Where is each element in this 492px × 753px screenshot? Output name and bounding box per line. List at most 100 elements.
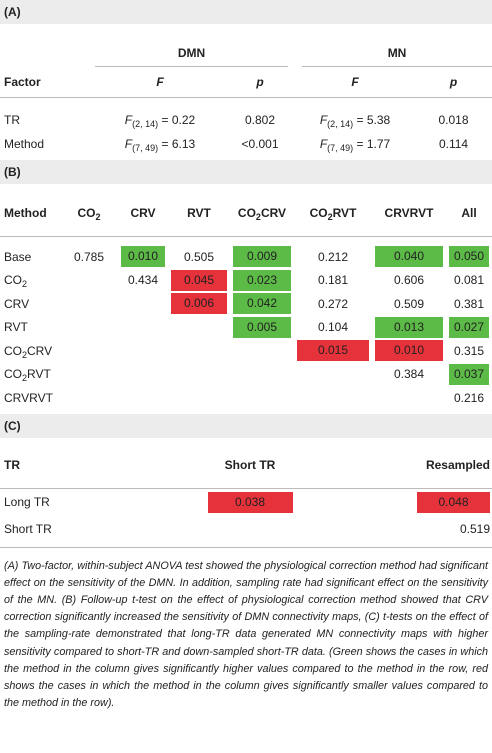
cell-text: 0.018 xyxy=(438,113,469,127)
subscript: (2, 14) xyxy=(327,119,354,129)
row-label: CO2CRV xyxy=(0,339,60,363)
highlighted-value: 0.045 xyxy=(171,269,227,291)
table-row: DMN MN xyxy=(0,24,492,67)
table-row: Short TR 0.519 xyxy=(0,515,492,548)
subscript: 2 xyxy=(95,212,101,222)
column-header: Short TR xyxy=(180,437,320,489)
cell-text: p xyxy=(256,75,264,89)
cell: 0.005 xyxy=(230,316,294,340)
cell-text: 0.181 xyxy=(317,273,349,288)
cell-text: 0.785 xyxy=(73,249,105,264)
cell: 0.505 xyxy=(168,237,230,269)
cell: 0.009 xyxy=(230,237,294,269)
subscript: 2 xyxy=(255,212,261,222)
cell-text: p xyxy=(449,75,458,89)
cell: 0.381 xyxy=(446,292,492,316)
column-header: CRV xyxy=(118,184,168,237)
cell: F(7, 49) = 6.13 xyxy=(95,132,225,160)
cell: 0.216 xyxy=(446,386,492,414)
row-label: Short TR xyxy=(0,515,180,548)
cell-text: 0.505 xyxy=(183,249,215,264)
text-segment: = 5.38 xyxy=(353,113,391,127)
cell xyxy=(294,363,372,387)
cell-text: 0.212 xyxy=(317,249,349,264)
column-header: All xyxy=(446,184,492,237)
text-segment: F xyxy=(319,113,328,127)
cell: 0.040 xyxy=(372,237,446,269)
cell-text: All xyxy=(461,206,477,220)
highlighted-value: 0.038 xyxy=(207,491,293,513)
table-b: Method CO2 CRV RVT CO2CRV CO2RVT CRVRVT All Bas… xyxy=(0,184,492,414)
text-segment: CO xyxy=(77,206,96,220)
table-row: CO2RVT 0.384 0.037 xyxy=(0,363,492,387)
cell xyxy=(230,386,294,414)
cell: 0.509 xyxy=(372,292,446,316)
text-segment: F xyxy=(124,137,133,151)
group-header: DMN xyxy=(95,24,296,67)
cell: F(2, 14) = 5.38 xyxy=(295,98,415,133)
text-segment: CO xyxy=(4,367,22,382)
cell: 0.606 xyxy=(372,269,446,293)
table-row: CRVRVT 0.216 xyxy=(0,386,492,414)
row-label: CRV xyxy=(0,292,60,316)
cell xyxy=(60,316,118,340)
cell: 0.038 xyxy=(180,488,320,516)
cell-text: Short TR xyxy=(4,522,52,536)
column-header: F xyxy=(295,66,416,98)
text-segment: CRV xyxy=(27,343,53,358)
highlighted-value: 0.006 xyxy=(171,293,227,315)
cell: F(2, 14) = 0.22 xyxy=(95,98,225,133)
cell-text: 0.509 xyxy=(393,296,425,311)
highlighted-value: 0.027 xyxy=(449,316,489,338)
cell: <0.001 xyxy=(225,132,295,160)
text-segment: = 6.13 xyxy=(158,137,196,151)
cell-text: 0.434 xyxy=(127,273,159,288)
table-row: Base 0.785 0.010 0.505 0.009 0.212 0.040 0.050 xyxy=(0,237,492,269)
highlighted-value: 0.048 xyxy=(417,491,490,513)
cell: 0.045 xyxy=(168,269,230,293)
cell xyxy=(118,292,168,316)
text-segment: CRV xyxy=(260,206,287,220)
cell-text: Method xyxy=(4,137,45,151)
cell-text: 0.381 xyxy=(453,296,485,311)
cell-text: Factor xyxy=(4,74,41,89)
cell: 0.023 xyxy=(230,269,294,293)
cell: 0.802 xyxy=(225,98,295,133)
text-segment: CO xyxy=(237,206,256,220)
cell-text: TR xyxy=(4,113,20,127)
cell: 0.081 xyxy=(446,269,492,293)
column-header: Method xyxy=(0,184,60,237)
text-segment: CO xyxy=(309,206,328,220)
cell-text: RVT xyxy=(4,320,28,335)
group-header: MN xyxy=(288,24,492,67)
cell-text: 0.104 xyxy=(317,320,349,335)
cell xyxy=(168,386,230,414)
text-segment: = 1.77 xyxy=(353,137,391,151)
cell-text: DMN xyxy=(177,46,206,60)
column-header: F xyxy=(95,66,225,98)
column-header: Factor xyxy=(0,66,95,98)
highlighted-value: 0.015 xyxy=(297,340,369,362)
cell: 0.212 xyxy=(294,237,372,269)
cell: 0.181 xyxy=(294,269,372,293)
table-c: TR Short TR Resampled Long TR 0.038 0.048 Sho… xyxy=(0,437,492,548)
highlighted-value: 0.040 xyxy=(375,246,443,268)
text-segment: RVT xyxy=(332,206,357,220)
cell xyxy=(60,363,118,387)
caption: (A) Two-factor, within-subject ANOVA tes… xyxy=(4,559,488,710)
cell: 0.272 xyxy=(294,292,372,316)
row-label: CO2 xyxy=(0,269,60,293)
cell: 0.785 xyxy=(60,237,118,269)
cell-text: CRV xyxy=(4,296,30,311)
table-row: TR Short TR Resampled xyxy=(0,437,492,489)
cell-text: F xyxy=(156,75,164,89)
column-header: CO2 xyxy=(60,184,118,237)
cell: 0.006 xyxy=(168,292,230,316)
cell: 0.519 xyxy=(320,515,492,548)
cell: 0.114 xyxy=(415,132,492,160)
column-header: TR xyxy=(0,437,180,489)
subscript: 2 xyxy=(327,212,333,222)
cell-text: 0.081 xyxy=(453,273,485,288)
cell xyxy=(118,339,168,363)
